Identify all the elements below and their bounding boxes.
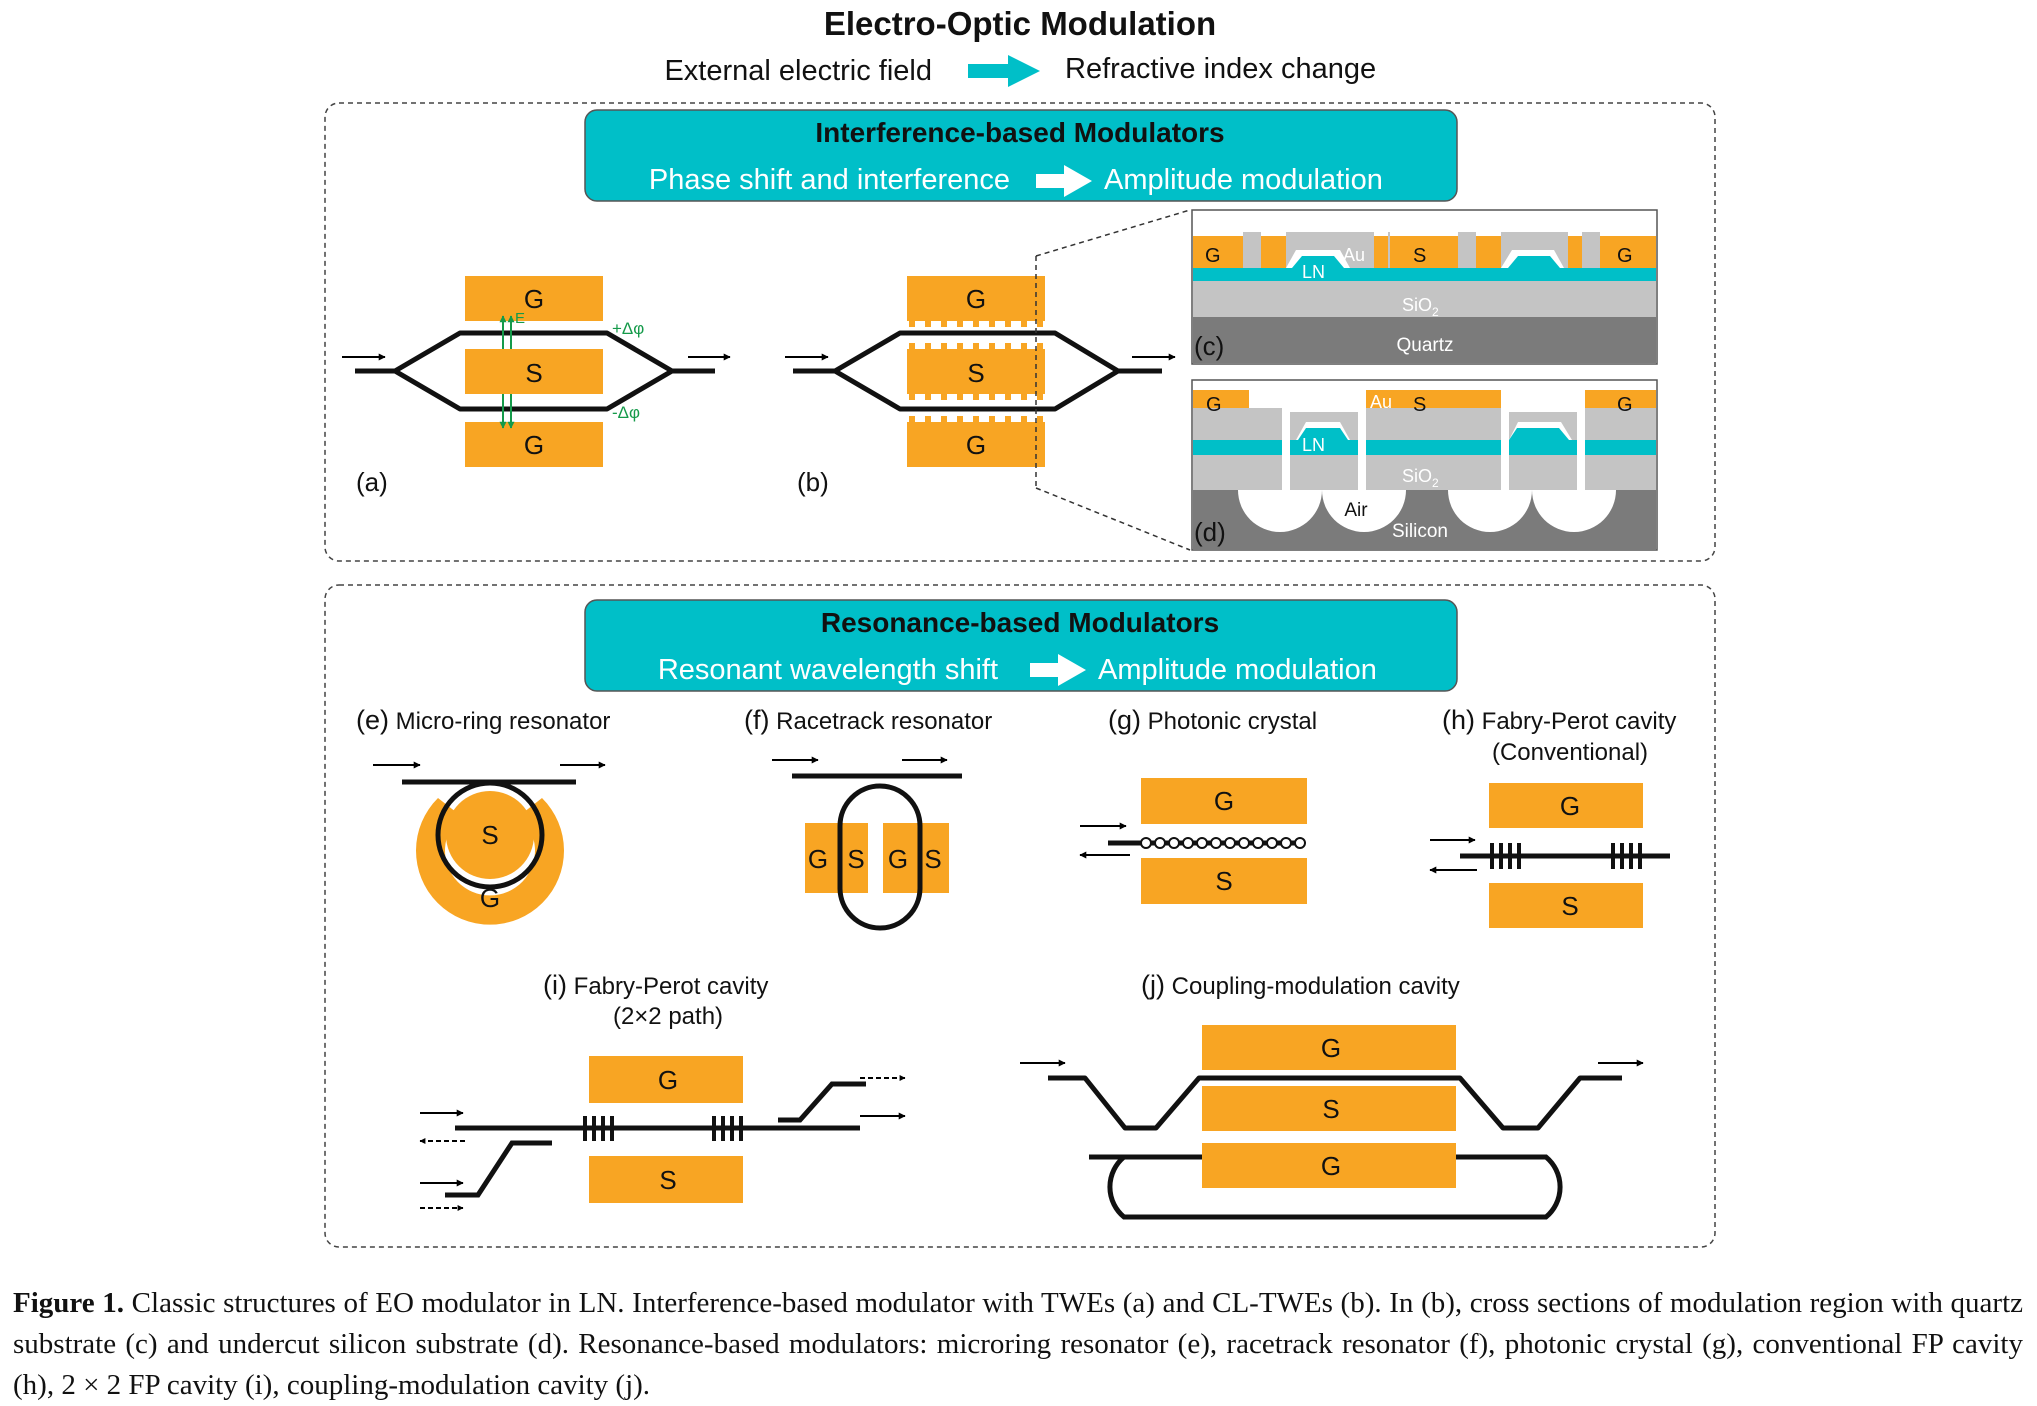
phase-plus: +Δφ — [612, 319, 644, 338]
caption-figure-label: Figure 1. — [13, 1287, 125, 1319]
resonance-title: Resonance-based Modulators — [821, 607, 1219, 638]
label-s: S — [1561, 891, 1578, 921]
label-s: S — [525, 358, 542, 388]
label-g: G — [1617, 245, 1633, 267]
label-au: Au — [1343, 245, 1365, 265]
interference-right: Amplitude modulation — [1104, 164, 1383, 196]
label-g: G — [658, 1065, 678, 1095]
label-silicon: Silicon — [1392, 521, 1448, 542]
label-s: S — [1413, 245, 1426, 267]
label-g: G — [1321, 1033, 1341, 1063]
white-arrow-icon — [1030, 654, 1086, 686]
label-g: G — [1617, 394, 1633, 416]
panel-b: G S G (b) — [785, 209, 1191, 551]
label-ln: LN — [1302, 262, 1325, 282]
label-g: G — [1321, 1151, 1341, 1181]
label-g: G — [524, 284, 544, 314]
panel-subtitle: (Conventional) — [1492, 739, 1648, 766]
panel-title: (g) Photonic crystal — [1108, 705, 1317, 735]
panel-h: (h) Fabry-Perot cavity (Conventional) G … — [1429, 705, 1676, 928]
label-s: S — [1413, 394, 1426, 416]
panel-a: G S G E +Δφ -Δφ (a) — [342, 276, 731, 497]
panel-g: (g) Photonic crystal G S — [1079, 705, 1317, 904]
label-g: G — [1560, 791, 1580, 821]
panel-label: (c) — [1194, 331, 1224, 361]
panel-subtitle: (2×2 path) — [613, 1003, 723, 1030]
caption-text: Classic structures of EO modulator in LN… — [13, 1287, 2024, 1401]
electrode-g-bottom — [465, 422, 603, 467]
figure-caption: Figure 1. Classic structures of EO modul… — [13, 1283, 2023, 1406]
label-sio2: SiO2 — [1402, 295, 1439, 319]
label-s: S — [847, 844, 864, 874]
label-g: G — [966, 430, 986, 460]
teal-arrow-icon — [968, 55, 1040, 87]
panel-label: (a) — [356, 467, 388, 497]
header-left: External electric field — [664, 55, 932, 87]
label-s: S — [481, 820, 498, 850]
panel-title: (e) Micro-ring resonator — [356, 705, 610, 735]
label-g: G — [808, 844, 828, 874]
panel-label: (b) — [797, 467, 829, 497]
label-g: G — [480, 883, 500, 913]
label-s: S — [967, 358, 984, 388]
interference-banner — [584, 109, 1458, 202]
white-arrow-icon — [1036, 165, 1092, 197]
panel-c: G Au S G LN SiO2 Quartz (c) — [1191, 209, 1658, 365]
electrode-g-top — [465, 276, 603, 321]
electrode-s — [465, 349, 603, 394]
resonance-left: Resonant wavelength shift — [658, 654, 998, 686]
label-ln: LN — [1302, 435, 1325, 455]
panel-title: (i) Fabry-Perot cavity — [543, 970, 768, 1000]
panel-d: G Au S G LN SiO2 Air Silicon (d) — [1191, 379, 1658, 551]
phase-minus: -Δφ — [612, 403, 640, 422]
label-g: G — [524, 430, 544, 460]
figure: Electro-Optic Modulation External electr… — [324, 5, 1716, 1248]
panel-title: (f) Racetrack resonator — [744, 705, 992, 735]
label-air: Air — [1344, 500, 1368, 521]
label-s: S — [1215, 866, 1232, 896]
panel-title: (h) Fabry-Perot cavity — [1442, 705, 1676, 735]
label-au: Au — [1370, 392, 1392, 412]
panel-title: (j) Coupling-modulation cavity — [1141, 970, 1460, 1000]
resonance-right: Amplitude modulation — [1098, 654, 1377, 686]
panel-j: (j) Coupling-modulation cavity G S G — [1020, 970, 1644, 1220]
resonance-box — [324, 584, 1716, 1248]
label-g: G — [888, 844, 908, 874]
label-g: G — [1206, 394, 1222, 416]
label-g: G — [1205, 245, 1221, 267]
panel-i: (i) Fabry-Perot cavity (2×2 path) G S — [419, 970, 906, 1211]
label-s: S — [1322, 1094, 1339, 1124]
interference-left: Phase shift and interference — [649, 164, 1010, 196]
panel-f: (f) Racetrack resonator G S G S — [744, 705, 992, 931]
panel-e: (e) Micro-ring resonator S G — [356, 705, 610, 925]
label-g: G — [966, 284, 986, 314]
figure-title: Electro-Optic Modulation — [824, 5, 1216, 42]
interference-title: Interference-based Modulators — [815, 117, 1224, 148]
resonance-banner — [584, 599, 1458, 692]
label-s: S — [924, 844, 941, 874]
header-right: Refractive index change — [1065, 53, 1376, 85]
field-label: E — [515, 310, 525, 327]
label-g: G — [1214, 786, 1234, 816]
label-sio2: SiO2 — [1402, 466, 1439, 490]
label-s: S — [659, 1165, 676, 1195]
panel-label: (d) — [1194, 517, 1226, 547]
label-quartz: Quartz — [1396, 335, 1453, 356]
mzi-waveguide — [355, 330, 715, 412]
